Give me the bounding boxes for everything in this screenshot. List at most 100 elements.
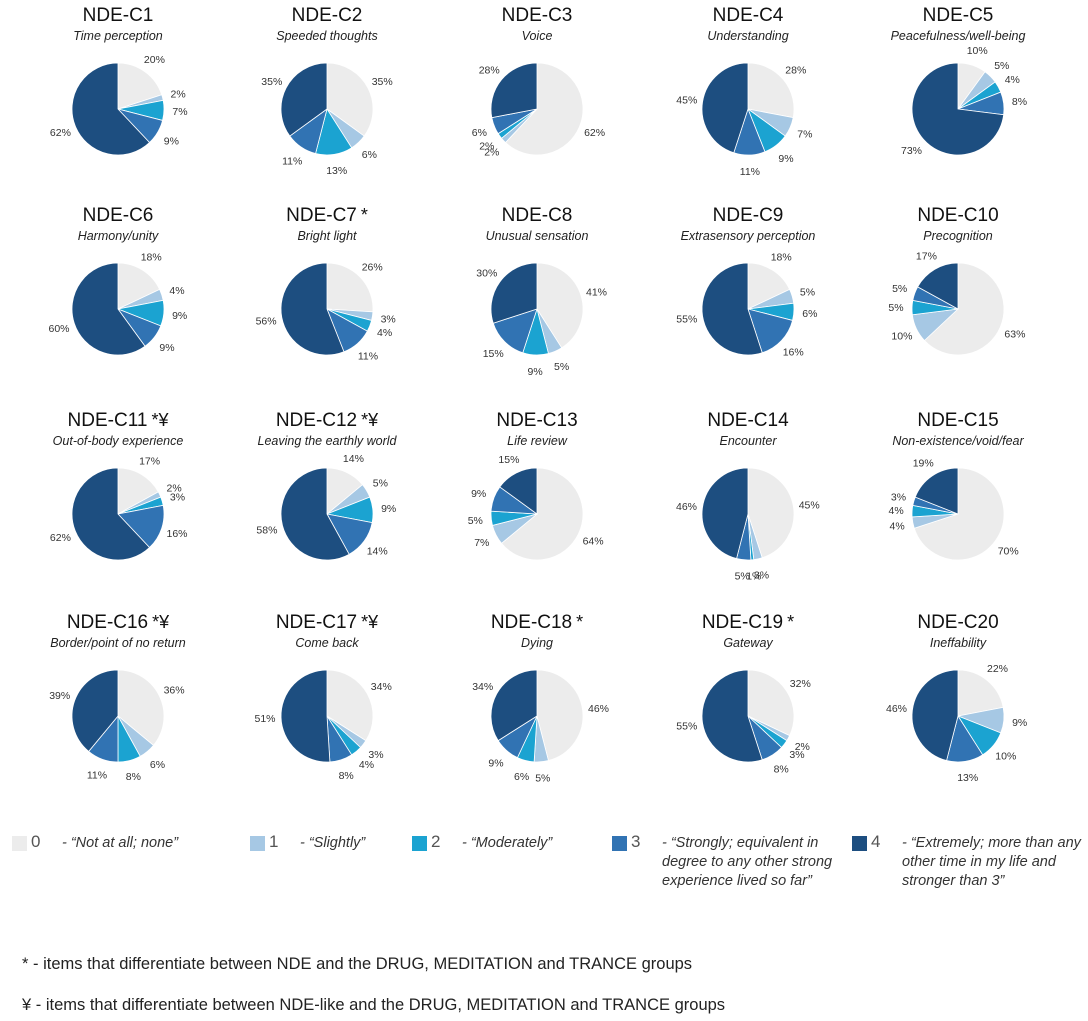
- panel-title-text: NDE-C18: [490, 612, 573, 633]
- slice-data-label: 70%: [998, 545, 1019, 557]
- legend-code-1: 1: [269, 832, 279, 851]
- slice-data-label: 11%: [740, 166, 760, 178]
- slice-data-label: 9%: [778, 153, 793, 165]
- slice-data-label: 11%: [282, 155, 302, 167]
- panel-title-text: NDE-C19: [701, 612, 784, 633]
- pie-chart: 70%4%4%3%19%: [889, 458, 1019, 561]
- slice-data-label: 46%: [588, 703, 609, 715]
- pie-chart-grid: NDE-C1 Time perception 20% 2% 7% 9% 62% NDE-C2 S…: [13, 5, 1063, 812]
- pie-slice-4: [490, 669, 538, 742]
- pie-slice-4: [911, 669, 959, 762]
- slice-data-label: 16%: [783, 346, 804, 358]
- pie-chart: 26% 3%4% 11% 56%: [256, 262, 396, 363]
- slice-data-label: 5%: [735, 571, 750, 583]
- panel-title-text: NDE-C2: [291, 5, 363, 26]
- pie-slice-0: [326, 262, 374, 313]
- legend-swatch-3: [612, 836, 627, 851]
- slice-data-label: 28%: [785, 65, 806, 77]
- slice-data-label: 2%: [795, 741, 810, 753]
- slice-data-label: 3%: [381, 314, 396, 326]
- panel-title-text: NDE-C7: [286, 205, 357, 226]
- pie-slice-3: [117, 504, 165, 549]
- slice-data-label: 3%: [754, 570, 769, 582]
- slice-data-label: 9%: [488, 758, 503, 770]
- pie-slice-0: [117, 467, 159, 515]
- slice-data-label: 9%: [381, 503, 396, 515]
- slice-data-label: 10%: [967, 45, 988, 57]
- legend-swatch-1: [250, 836, 265, 851]
- pie-slice-4: [71, 62, 151, 156]
- pie-panel: NDE-C4 Understanding 28% 7% 9% 11% 45%: [643, 5, 853, 205]
- pie-panel: NDE-C19 * Gateway 32% 2% 3% 8% 55%: [643, 612, 853, 812]
- slice-data-label: 14%: [367, 545, 388, 557]
- pie-slice-0: [747, 62, 795, 119]
- panel-title-text: NDE-C9: [712, 205, 784, 226]
- pie-slice-4: [490, 262, 538, 324]
- slice-data-label: 62%: [50, 127, 71, 139]
- legend-item-3: 3 - “Strongly; equivalent in degree to a…: [612, 830, 852, 930]
- pie-chart: 18% 5% 6% 16% 55%: [676, 252, 817, 359]
- pie-chart: 17% 2%3% 16% 62%: [50, 456, 188, 561]
- panel-subtitle: Leaving the earthly world: [257, 434, 397, 448]
- slice-data-label: 28%: [479, 65, 500, 77]
- slice-data-label: 5%: [373, 477, 388, 489]
- slice-data-label: 5%: [535, 773, 550, 785]
- pie-slice-4: [701, 669, 763, 763]
- slice-data-label: 10%: [891, 330, 912, 342]
- legend-label-3: - “Strongly; equivalent in degree to any…: [662, 835, 833, 889]
- pie-slice-4: [71, 669, 119, 753]
- pie-slice-4: [499, 467, 538, 515]
- pie-panel: NDE-C11 *¥ Out-of-body experience 17% 2% 3% 16…: [13, 410, 223, 610]
- pie-panel: NDE-C10 Precognition 63% 10% 5% 5% 17%: [853, 205, 1063, 405]
- slice-data-label: 16%: [166, 528, 187, 540]
- slice-data-label: 4%: [1005, 74, 1020, 86]
- panel-title-text: NDE-C20: [917, 612, 999, 633]
- slice-data-label: 18%: [141, 252, 162, 264]
- pie-panel: NDE-C1 Time perception 20% 2% 7% 9% 62%: [13, 5, 223, 205]
- pie-slice-4: [71, 467, 151, 561]
- panel-title-text: NDE-C17: [275, 612, 358, 633]
- slice-data-label: 13%: [326, 165, 347, 177]
- pie-slice-3: [747, 308, 794, 354]
- panel-title-text: NDE-C11: [67, 410, 148, 431]
- slice-data-label: 73%: [901, 145, 922, 157]
- panel-subtitle: Time perception: [73, 29, 163, 43]
- pie-chart: 64% 7% 5% 9% 15%: [468, 454, 604, 561]
- legend-code-4: 4: [871, 832, 881, 851]
- slice-data-label: 5%: [888, 302, 903, 314]
- pie-panel: NDE-C5 Peacefulness/well-being 10% 5% 4% 8% 73…: [853, 5, 1063, 205]
- slice-data-label: 2%: [167, 483, 182, 495]
- panel-mark: *¥: [151, 410, 169, 430]
- legend-swatch-0: [12, 836, 27, 851]
- panel-title: NDE-C9: [643, 205, 853, 227]
- slice-data-label: 6%: [472, 127, 487, 139]
- legend-swatch-2: [412, 836, 427, 851]
- panel-title: NDE-C1: [13, 5, 223, 27]
- panel-title: NDE-C7 *: [222, 205, 432, 227]
- panel-mark: *: [360, 205, 368, 225]
- panel-title-text: NDE-C1: [82, 5, 154, 26]
- slice-data-label: 8%: [126, 771, 141, 783]
- pie-chart: 28% 7% 9% 11% 45%: [676, 62, 812, 178]
- panel-subtitle: Precognition: [923, 229, 993, 243]
- pie-slice-4: [701, 262, 763, 356]
- panel-title-text: NDE-C4: [712, 5, 784, 26]
- pie-slice-0: [117, 262, 161, 310]
- panel-title: NDE-C17 *¥: [222, 612, 432, 634]
- slice-data-label: 56%: [256, 316, 277, 328]
- panel-title-text: NDE-C14: [707, 410, 789, 431]
- panel-title: NDE-C18 *: [432, 612, 642, 634]
- pie-slice-4: [280, 669, 331, 763]
- slice-data-label: 5%: [994, 60, 1009, 72]
- panel-subtitle: Peacefulness/well-being: [890, 29, 1026, 43]
- slice-data-label: 14%: [343, 453, 364, 465]
- slice-data-label: 6%: [150, 759, 165, 771]
- panel-title: NDE-C4: [643, 5, 853, 27]
- legend-item-1: 1 - “Slightly”: [250, 830, 410, 930]
- slice-data-label: 4%: [377, 327, 392, 339]
- slice-data-label: 17%: [916, 251, 937, 263]
- panel-title: NDE-C10: [853, 205, 1063, 227]
- slice-data-label: 7%: [474, 537, 489, 549]
- slice-data-label: 46%: [676, 501, 697, 513]
- panel-subtitle: Ineffability: [929, 636, 987, 650]
